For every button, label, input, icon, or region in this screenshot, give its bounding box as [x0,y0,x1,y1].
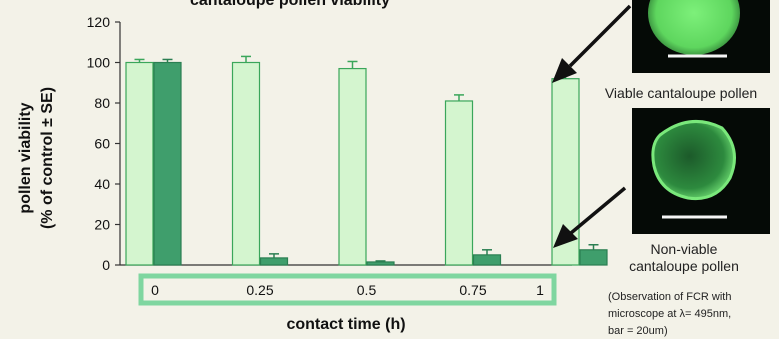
nonviable-pollen-grain [651,119,736,201]
bar-series2-0_75 [472,254,502,266]
y-tick-label: 60 [94,136,110,152]
y-axis-ticks: 0 20 40 60 80 100 120 [87,14,120,273]
chart-title: cantaloupe pollen viability [190,0,390,9]
arrow-viable [552,4,632,83]
y-tick-label: 100 [87,55,111,71]
bar-series1-0_25 [231,61,261,266]
x-tick-label: 0 [151,282,159,298]
x-axis-ticks: 0 0.25 0.5 0.75 1 [151,282,544,298]
bar-series-group [125,55,608,266]
y-tick-label: 0 [102,257,110,273]
y-tick-label: 80 [94,95,110,111]
y-axis-label-line1: pollen viability [17,102,34,213]
x-category-box [138,273,557,306]
x-tick-label: 0.5 [357,282,377,298]
y-axis-label-line2: (% of control ± SE) [39,87,56,229]
x-tick-label: 1 [536,282,544,298]
arrow-nonviable [553,186,627,248]
y-tick-label: 120 [87,14,111,30]
y-tick-label: 20 [94,217,110,233]
bar-series2-0_5 [366,261,395,266]
bar-series2-0_25 [259,257,289,266]
viable-pollen-micrograph [632,0,770,73]
observation-note-line1: (Observation of FCR with [608,291,731,303]
nonviable-pollen-label-line1: Non-viable [651,241,718,257]
bar-series1-0_5 [338,67,367,266]
x-axis-label: contact time (h) [286,316,405,333]
observation-note-line2: microscope at λ= 495nm, [608,308,731,320]
nonviable-pollen-micrograph [632,108,770,234]
nonviable-pollen-label-line2: cantaloupe pollen [629,258,739,274]
bar-series2-0 [153,61,182,266]
x-tick-label: 0.25 [246,282,273,298]
viable-pollen-grain [648,0,740,55]
viable-pollen-label: Viable cantaloupe pollen [605,85,757,101]
bar-series1-0_75 [444,100,474,266]
bar-series2-1 [579,249,608,266]
observation-note-line3: bar = 20um) [608,325,668,337]
y-tick-label: 40 [94,176,110,192]
bar-series1-0 [125,61,154,266]
x-tick-label: 0.75 [459,282,486,298]
